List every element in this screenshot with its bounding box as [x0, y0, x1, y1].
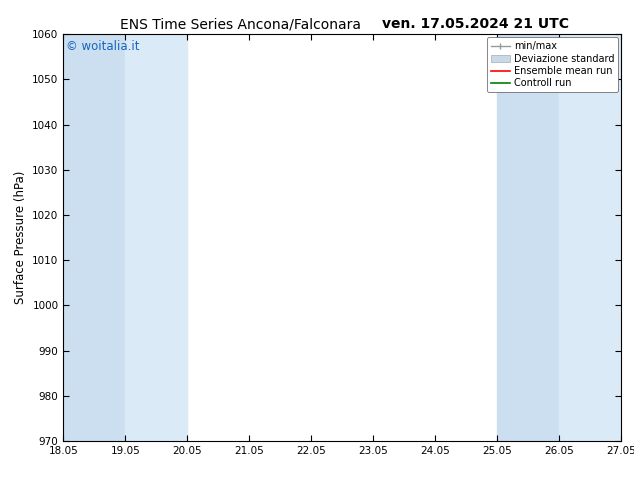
Legend: min/max, Deviazione standard, Ensemble mean run, Controll run: min/max, Deviazione standard, Ensemble m… — [487, 37, 618, 92]
Text: ENS Time Series Ancona/Falconara: ENS Time Series Ancona/Falconara — [120, 17, 361, 31]
Bar — [63, 34, 126, 441]
Bar — [126, 34, 188, 441]
Bar — [497, 34, 559, 441]
Y-axis label: Surface Pressure (hPa): Surface Pressure (hPa) — [14, 171, 27, 304]
Text: © woitalia.it: © woitalia.it — [66, 40, 139, 53]
Bar — [559, 34, 621, 441]
Text: ven. 17.05.2024 21 UTC: ven. 17.05.2024 21 UTC — [382, 17, 569, 31]
